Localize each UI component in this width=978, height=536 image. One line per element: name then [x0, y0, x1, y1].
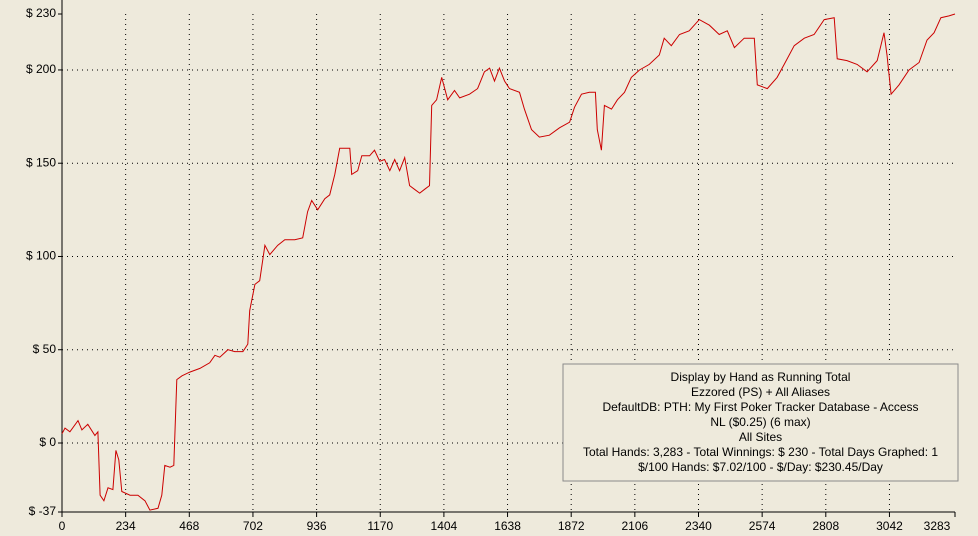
y-tick-label: $ 230 — [26, 6, 56, 20]
x-tick-label: 2106 — [621, 519, 648, 533]
x-tick-label: 3283 — [924, 519, 951, 533]
y-tick-label: $ 100 — [26, 249, 56, 263]
x-tick-label: 2808 — [812, 519, 839, 533]
y-tick-label: $ 0 — [39, 435, 56, 449]
y-tick-label: $ -37 — [29, 504, 57, 518]
y-tick-label: $ 200 — [26, 62, 56, 76]
x-tick-label: 2340 — [685, 519, 712, 533]
x-tick-label: 1872 — [558, 519, 585, 533]
x-tick-label: 1170 — [367, 519, 393, 533]
x-tick-label: 468 — [179, 519, 199, 533]
x-tick-label: 702 — [243, 519, 263, 533]
info-text: Display by Hand as Running Total — [671, 370, 851, 384]
y-tick-label: $ 150 — [26, 155, 56, 169]
data-line — [61, 13, 956, 511]
info-text: Ezzored (PS) + All Aliases — [691, 385, 830, 399]
info-text: All Sites — [739, 430, 782, 444]
x-tick-label: 0 — [59, 519, 66, 533]
info-text: Total Hands: 3,283 - Total Winnings: $ 2… — [583, 445, 938, 459]
x-tick-label: 1638 — [494, 519, 521, 533]
info-text: DefaultDB: PTH: My First Poker Tracker D… — [602, 400, 918, 414]
x-tick-label: 1404 — [431, 519, 458, 533]
info-text: NL ($0.25) (6 max) — [710, 415, 810, 429]
info-text: $/100 Hands: $7.02/100 - $/Day: $230.45/… — [638, 460, 883, 474]
x-tick-label: 3042 — [876, 519, 903, 533]
x-tick-label: 234 — [116, 519, 136, 533]
x-tick-label: 2574 — [749, 519, 776, 533]
x-tick-label: 936 — [307, 519, 327, 533]
info-box — [562, 363, 959, 482]
y-tick-label: $ 50 — [33, 342, 57, 356]
